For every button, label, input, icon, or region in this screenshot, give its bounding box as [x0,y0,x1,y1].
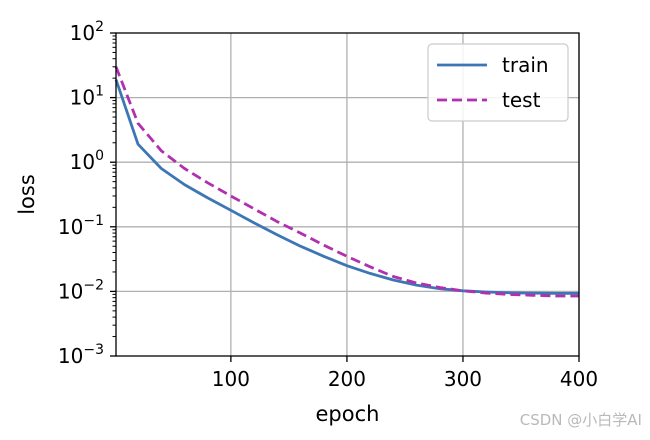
y-tick-label: 102 [70,19,104,45]
y-tick-label: 10−1 [58,213,104,239]
series-line-test [114,66,579,298]
x-axis-label: epoch [316,402,380,426]
y-axis-label: loss [15,174,39,215]
legend-label-train: train [502,53,549,77]
legend-label-test: test [502,88,541,112]
series-lines [114,66,579,298]
x-tick-label: 100 [212,367,250,391]
x-tick-label: 200 [328,367,366,391]
watermark: CSDN @小白学AI [519,411,642,429]
x-tick-label: 300 [444,367,482,391]
x-tick-label: 400 [560,367,598,391]
y-tick-label: 10−3 [58,342,104,368]
legend: train test [427,43,569,122]
y-axis-ticks: 10−3 10−2 10−1 100 101 102 [58,19,116,368]
series-line-train [114,79,579,295]
x-axis-ticks: 100 200 300 400 [212,356,598,391]
y-tick-label: 10−2 [58,277,104,303]
legend-box [427,43,569,122]
y-tick-label: 100 [70,148,104,174]
y-tick-label: 101 [70,84,104,110]
